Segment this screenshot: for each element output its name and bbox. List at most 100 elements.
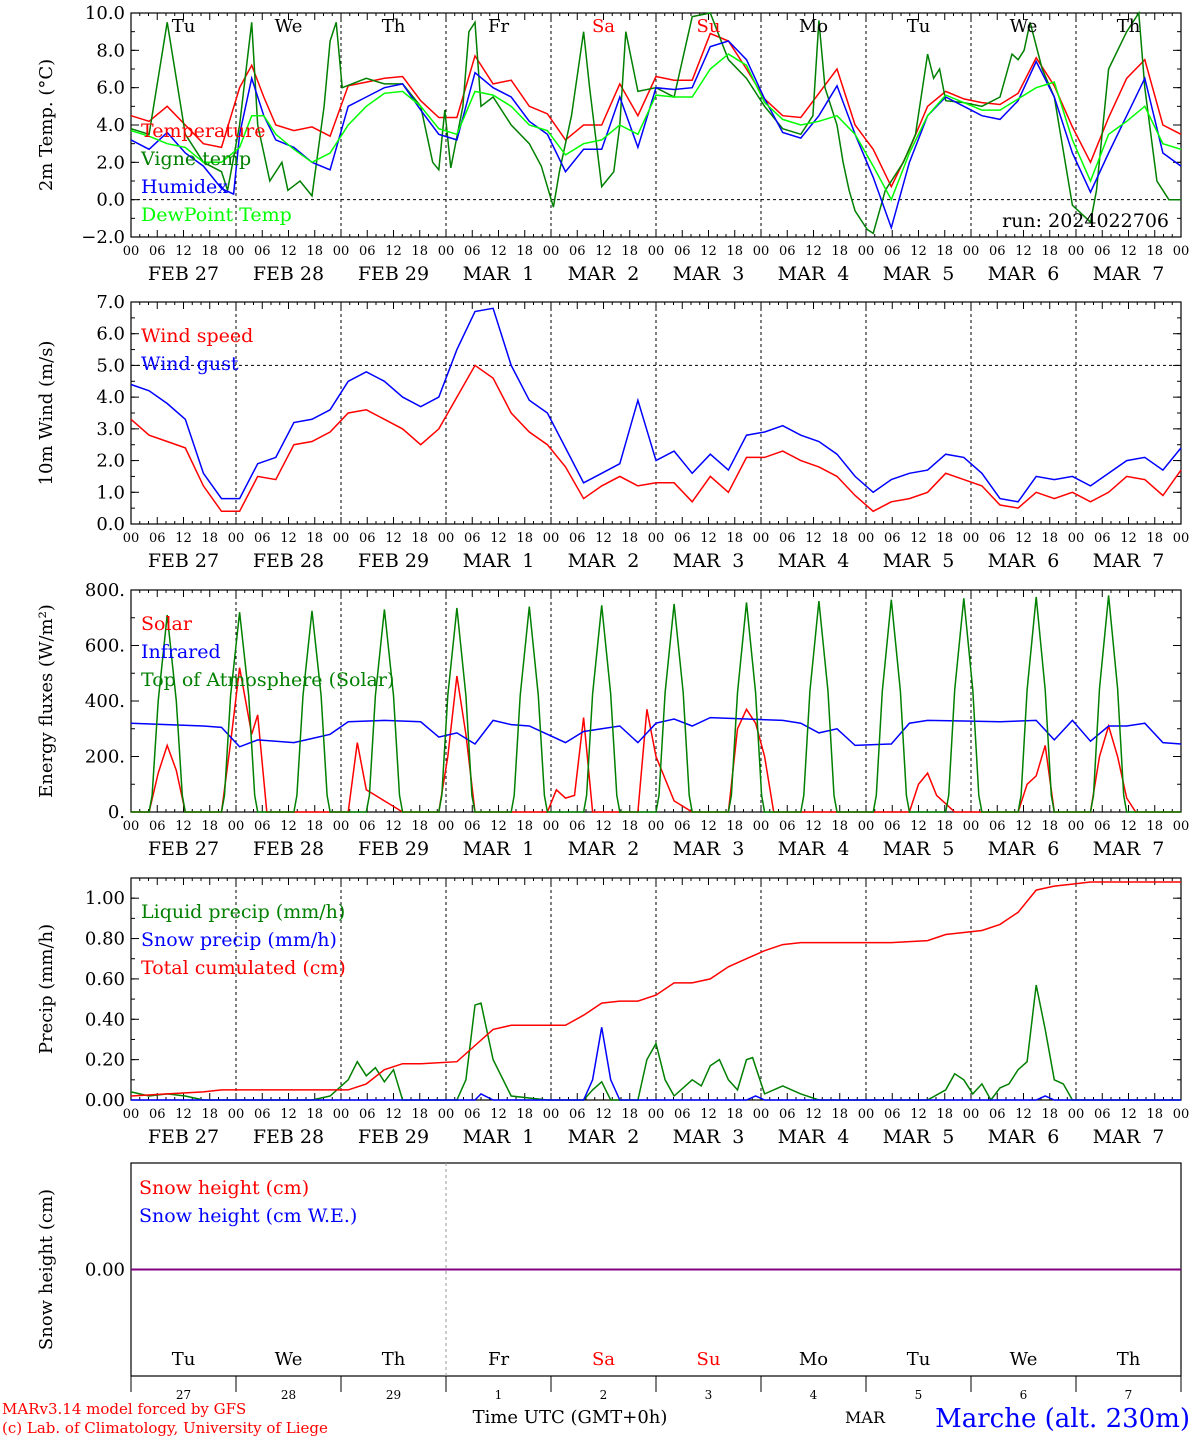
hour-label: 18 — [516, 1107, 533, 1122]
hour-label: 12 — [385, 244, 402, 259]
date-label: MAR 3 — [673, 263, 745, 285]
credit-line-2: (c) Lab. of Climatology, University of L… — [2, 1419, 328, 1437]
hour-label: 06 — [254, 819, 271, 834]
day-number: 4 — [810, 1388, 818, 1402]
hour-label: 12 — [1015, 819, 1032, 834]
hour-label: 12 — [700, 244, 717, 259]
date-label: MAR 7 — [1093, 263, 1165, 285]
hour-label: 00 — [123, 819, 140, 834]
weekday-label: We — [1010, 1349, 1038, 1370]
y-axis-title: Snow height (cm) — [36, 1189, 57, 1350]
y-tick-label: 600. — [85, 636, 125, 657]
date-label: MAR 3 — [673, 838, 745, 860]
day-number: 29 — [386, 1388, 401, 1402]
hour-label: 12 — [175, 531, 192, 546]
hour-label: 00 — [858, 531, 875, 546]
hour-label: 18 — [516, 244, 533, 259]
hour-label: 00 — [123, 244, 140, 259]
series-line-2 — [130, 40, 1182, 231]
hour-label: 06 — [779, 531, 796, 546]
series-line-2 — [130, 881, 1181, 1097]
y-tick-label: 400. — [85, 691, 125, 712]
y-tick-label: 5.0 — [96, 355, 125, 376]
y-tick-label: 4.0 — [96, 387, 125, 408]
series-line-0 — [130, 364, 1182, 513]
series-line-0 — [130, 32, 1182, 189]
hour-label: 06 — [674, 1107, 691, 1122]
hour-label: 00 — [333, 531, 350, 546]
y-tick-label: 0.0 — [96, 514, 125, 535]
hour-label: 18 — [1146, 1107, 1163, 1122]
hour-label: 00 — [543, 244, 560, 259]
hour-label: 18 — [306, 244, 323, 259]
y-axis-title: 2m Temp. (°C) — [36, 59, 57, 191]
hour-label: 18 — [936, 531, 953, 546]
hour-label: 18 — [516, 531, 533, 546]
hour-label: 18 — [936, 244, 953, 259]
hour-label: 12 — [595, 819, 612, 834]
date-label: FEB 28 — [253, 838, 324, 860]
hour-label: 12 — [280, 819, 297, 834]
hour-label: 00 — [1173, 1107, 1190, 1122]
hour-label: 00 — [438, 1107, 455, 1122]
day-number: 28 — [281, 1388, 296, 1402]
hour-label: 12 — [700, 819, 717, 834]
hour-label: 00 — [228, 531, 245, 546]
hour-label: 00 — [228, 819, 245, 834]
hour-label: 00 — [753, 1107, 770, 1122]
hour-label: 06 — [464, 244, 481, 259]
panel-snow: 0.00 Snow height (cm) Snow height (cm) Snow… — [36, 1162, 1182, 1402]
date-label: FEB 27 — [148, 838, 219, 860]
legend-entry: Snow precip (mm/h) — [141, 929, 337, 951]
y-tick-label: 0.00 — [85, 1090, 125, 1111]
date-label: MAR 1 — [463, 838, 535, 860]
date-label: MAR 2 — [568, 838, 640, 860]
hour-label: 12 — [1015, 1107, 1032, 1122]
hour-label: 12 — [385, 531, 402, 546]
hour-label: 00 — [963, 244, 980, 259]
hour-label: 06 — [254, 244, 271, 259]
panel-wind: 0.0 1.0 2.0 3.0 4.0 5.0 6.0 7.0 10m Wind (m/s) Wi… — [36, 292, 1189, 572]
hour-label: 18 — [201, 531, 218, 546]
weekday-label: Tu — [172, 16, 196, 37]
hour-label: 12 — [805, 1107, 822, 1122]
hour-label: 00 — [753, 244, 770, 259]
legend-entry: Humidex — [141, 176, 228, 198]
hour-label: 06 — [1094, 819, 1111, 834]
hour-label: 12 — [595, 244, 612, 259]
hour-label: 06 — [884, 244, 901, 259]
series-line-0 — [130, 984, 1181, 1102]
y-axis-title: Precip (mm/h) — [36, 924, 57, 1054]
hour-label: 12 — [595, 531, 612, 546]
hour-label: 06 — [359, 819, 376, 834]
date-label: MAR 6 — [988, 838, 1060, 860]
date-label: MAR 7 — [1093, 838, 1165, 860]
hour-label: 00 — [963, 819, 980, 834]
hour-label: 12 — [700, 1107, 717, 1122]
hour-label: 18 — [726, 244, 743, 259]
hour-label: 18 — [621, 531, 638, 546]
hour-label: 12 — [280, 244, 297, 259]
hour-label: 06 — [464, 1107, 481, 1122]
hour-label: 18 — [516, 819, 533, 834]
credit-line-1: MARv3.14 model forced by GFS — [2, 1400, 246, 1418]
legend-entry: DewPoint Temp — [141, 204, 292, 226]
legend-entry: Wind gust — [141, 353, 239, 375]
weekday-label: Tu — [907, 16, 931, 37]
hour-label: 18 — [411, 244, 428, 259]
weekday-label: Mo — [799, 16, 828, 37]
hour-label: 12 — [805, 819, 822, 834]
date-label: MAR 5 — [883, 838, 955, 860]
date-label: MAR 5 — [883, 550, 955, 572]
day-number: 5 — [915, 1388, 923, 1402]
hour-label: 06 — [569, 1107, 586, 1122]
hour-label: 06 — [569, 531, 586, 546]
hour-label: 12 — [700, 531, 717, 546]
hour-label: 00 — [648, 819, 665, 834]
hour-label: 18 — [306, 1107, 323, 1122]
date-label: MAR 3 — [673, 1126, 745, 1148]
y-tick-label: 6.0 — [96, 324, 125, 345]
hour-label: 06 — [779, 244, 796, 259]
hour-label: 18 — [831, 531, 848, 546]
